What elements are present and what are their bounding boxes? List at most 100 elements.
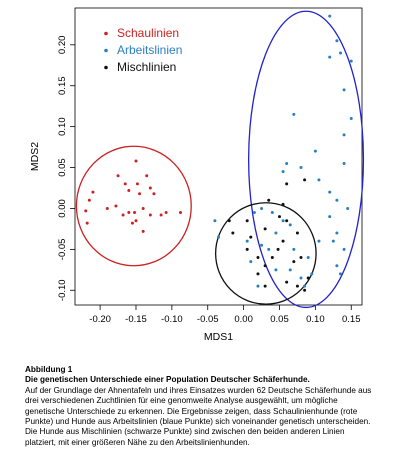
data-point (178, 211, 182, 215)
x-tick-label: -0.05 (197, 314, 219, 325)
data-point (313, 149, 317, 153)
data-point (141, 206, 145, 210)
data-point (349, 116, 353, 120)
data-point (231, 231, 235, 235)
data-point (285, 182, 289, 186)
data-point (303, 178, 307, 182)
y-tick-label: 0.20 (57, 36, 68, 55)
data-point (303, 284, 307, 288)
caption-body: Auf der Grundlage der Ahnentafeln und ih… (25, 385, 372, 447)
legend-marker (104, 48, 108, 53)
data-point (303, 288, 307, 292)
data-point (263, 264, 267, 268)
data-point (328, 14, 332, 18)
data-point (249, 260, 253, 264)
data-point (127, 188, 131, 192)
data-point (295, 284, 299, 288)
y-tick-label: -0.05 (57, 239, 68, 261)
axes-layer: -0.20 -0.15 -0.10 -0.05 0.00 0.05 0.10 0.15 -0.1… (29, 7, 363, 340)
data-point (335, 264, 339, 268)
data-point (148, 186, 152, 190)
data-point (277, 215, 281, 219)
data-point (299, 256, 303, 260)
data-point (138, 192, 142, 196)
data-point (335, 39, 339, 43)
x-tick-label: 0.00 (234, 314, 253, 325)
data-point (328, 55, 332, 59)
data-point (274, 231, 278, 235)
mds-scatter-plot: -0.20 -0.15 -0.10 -0.05 0.00 0.05 0.10 0.15 -0.1… (29, 7, 365, 340)
data-point (252, 211, 256, 215)
chart-area: -0.20 -0.15 -0.10 -0.05 0.00 0.05 0.10 0.15 -0.1… (29, 7, 365, 340)
y-axis-label: MDS2 (29, 142, 41, 171)
data-point (292, 247, 296, 251)
y-tick-label: 0.15 (57, 76, 68, 95)
data-point (256, 256, 260, 260)
x-tick-label: 0.15 (342, 314, 361, 325)
data-point (127, 211, 131, 215)
data-point (164, 211, 168, 215)
data-point (342, 88, 346, 92)
legend-label: Arbeitslinien (117, 43, 182, 57)
data-point (328, 190, 332, 194)
y-tick-label: 0.10 (57, 117, 68, 135)
data-point (260, 206, 264, 210)
data-point (299, 166, 303, 170)
data-point (91, 190, 95, 194)
data-point (299, 276, 303, 280)
data-point (245, 219, 249, 223)
caption-title: Die genetischen Unterschiede einer Popul… (25, 375, 310, 385)
points-layer (84, 14, 353, 292)
data-point (134, 159, 138, 163)
data-point (267, 247, 271, 251)
legend-label: Mischlinien (117, 60, 176, 74)
data-point (281, 170, 285, 174)
x-tick-label: 0.05 (270, 314, 289, 325)
data-point (306, 276, 310, 280)
data-point (342, 161, 346, 165)
caption-figure-number: Abbildung 1 (25, 365, 73, 374)
data-point (116, 174, 120, 178)
y-tick-label: 0.00 (57, 199, 68, 218)
data-point (245, 247, 249, 251)
data-point (335, 198, 339, 202)
data-point (292, 260, 296, 264)
data-point (338, 272, 342, 276)
data-point (295, 231, 299, 235)
y-tick-label: -0.10 (57, 279, 68, 301)
data-point (249, 235, 253, 239)
x-tick-label: 0.10 (306, 314, 325, 325)
data-point (245, 239, 249, 243)
data-point (310, 272, 314, 276)
data-point (227, 219, 231, 223)
data-point (217, 235, 220, 239)
data-point (274, 268, 278, 272)
data-point (281, 202, 285, 206)
data-point (281, 219, 285, 223)
legend: Schaulinien Arbeitslinien Mischlinien (104, 26, 182, 74)
data-point (288, 223, 292, 227)
data-point (145, 174, 149, 178)
data-point (114, 204, 118, 208)
data-point (130, 221, 134, 225)
data-point (267, 198, 271, 202)
x-tick-label: -0.10 (161, 314, 183, 325)
data-point (346, 206, 350, 210)
data-point (133, 211, 137, 215)
data-point (121, 213, 125, 217)
legend-marker (104, 65, 108, 70)
data-point (263, 284, 267, 288)
plot-frame (74, 7, 363, 306)
data-point (276, 247, 280, 251)
data-point (152, 192, 156, 196)
data-point (87, 198, 91, 202)
legend-label: Schaulinien (117, 26, 179, 40)
data-point (338, 51, 342, 55)
data-point (281, 239, 285, 243)
group-ellipse (247, 10, 365, 309)
data-point (306, 256, 310, 260)
data-point (159, 213, 163, 217)
data-point (84, 209, 88, 213)
data-point (317, 239, 321, 243)
legend-marker (104, 31, 108, 36)
